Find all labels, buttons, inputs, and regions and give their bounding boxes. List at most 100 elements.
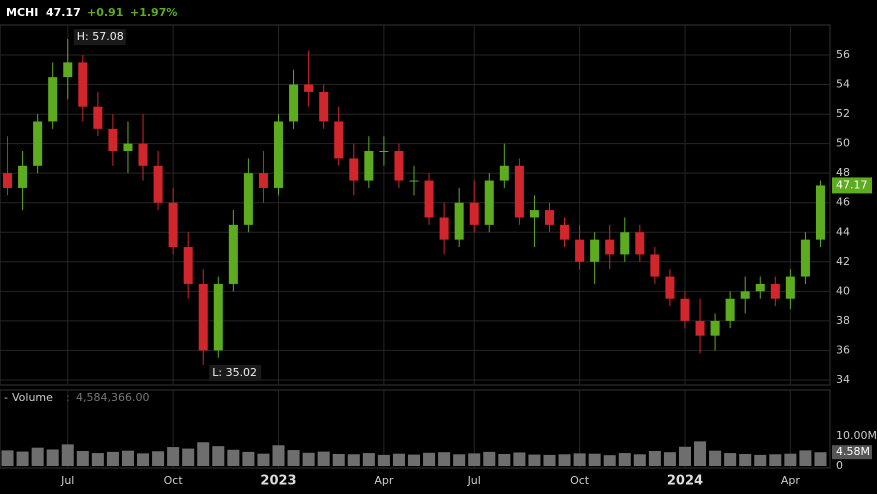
candle-body (3, 173, 13, 188)
y-tick-label: 34 (836, 373, 850, 386)
volume-bar (197, 442, 210, 466)
volume-bar (392, 453, 405, 466)
volume-bar (814, 452, 827, 466)
candle-body (334, 121, 344, 159)
volume-bar (407, 454, 421, 466)
volume-bar (347, 454, 360, 466)
volume-bar (1, 450, 14, 466)
volume-bar (498, 453, 511, 466)
volume-bar (603, 455, 616, 466)
last-price: 47.17 (46, 6, 81, 19)
volume-bar (332, 453, 345, 466)
y-tick-label: 48 (836, 166, 850, 179)
price-panel (0, 24, 831, 386)
candle-body (575, 239, 585, 262)
candle-body (544, 210, 555, 225)
candle-body (48, 77, 58, 122)
x-tick-label: Apr (374, 474, 394, 487)
candle-body (484, 180, 494, 225)
volume-bar (438, 452, 451, 466)
volume-bar (46, 449, 59, 466)
candle-body (258, 173, 268, 188)
volume-bar (558, 454, 571, 466)
candle-body (755, 283, 765, 292)
y-tick-label: 46 (836, 196, 850, 209)
volume-bar (287, 450, 300, 466)
change-pct: +1.97% (130, 6, 177, 19)
volume-bar (377, 454, 390, 466)
annotation: L: 35.02 (212, 366, 257, 379)
volume-bar (152, 451, 165, 466)
y-tick-label: 50 (836, 137, 850, 150)
y-tick-label: 42 (836, 255, 850, 268)
candle-body (123, 143, 133, 152)
last-volume-label: 4.58M (836, 445, 870, 458)
volume-bar (724, 453, 737, 466)
volume-bar (513, 452, 526, 466)
volume-bar (76, 450, 89, 466)
volume-bar (709, 450, 722, 466)
candle-body (710, 320, 720, 336)
candle-body (168, 202, 178, 248)
last-price-label: 47.17 (836, 178, 868, 191)
volume-bar (633, 454, 646, 466)
volume-bar (136, 453, 150, 466)
candle-body (590, 239, 600, 262)
candle-body (650, 254, 660, 277)
candle-body (785, 276, 795, 299)
y-tick-label: 56 (836, 48, 850, 61)
volume-bar (573, 453, 586, 466)
candle-body (138, 143, 148, 166)
x-tick-label: 2023 (260, 474, 296, 489)
volume-bar (31, 447, 44, 466)
volume-bar (227, 449, 240, 466)
candle-body (514, 165, 524, 218)
volume-current: 4,584,366.00 (76, 391, 149, 404)
volume-bar (16, 451, 29, 466)
candle-body (695, 320, 705, 336)
volume-bar (453, 454, 466, 466)
y-tick-label: 52 (836, 107, 850, 120)
volume-panel (0, 389, 831, 469)
volume-bar (754, 454, 767, 466)
candle-body (349, 158, 359, 181)
volume-bar (362, 453, 375, 466)
y-tick-label: 54 (836, 78, 850, 91)
candle-body (529, 210, 539, 218)
volume-label: Volume (12, 391, 53, 404)
volume-bar (423, 452, 436, 466)
volume-tick-label: 10.00M (836, 429, 877, 442)
volume-bar (528, 454, 541, 466)
x-tick-label: Oct (164, 474, 184, 487)
candle-body (33, 121, 43, 166)
candle-body (273, 121, 284, 188)
volume-bar (739, 453, 752, 466)
y-tick-label: 44 (836, 225, 850, 238)
candle-body (800, 239, 810, 277)
candle-body (770, 283, 780, 299)
candle-body (183, 247, 193, 284)
candle-body (635, 232, 645, 255)
candle-body (243, 173, 253, 225)
volume-bar (588, 453, 601, 466)
candle-body (409, 180, 419, 182)
volume-bar (91, 453, 104, 466)
candle-body (560, 224, 570, 240)
annotation: H: 57.08 (77, 30, 124, 43)
volume-bar (468, 453, 481, 466)
candle-body (740, 291, 750, 299)
candle-body (319, 91, 329, 122)
candle-body (213, 283, 223, 351)
candle-body (108, 128, 118, 152)
volume-bar (257, 453, 270, 466)
candle-body (499, 165, 509, 181)
candle-body (815, 185, 825, 240)
volume-bar (799, 450, 812, 466)
volume-collapse[interactable]: - (4, 391, 8, 404)
x-tick-label: Jul (60, 474, 74, 487)
volume-bar (648, 450, 661, 466)
candle-body (424, 180, 434, 218)
candle-body (63, 62, 73, 78)
